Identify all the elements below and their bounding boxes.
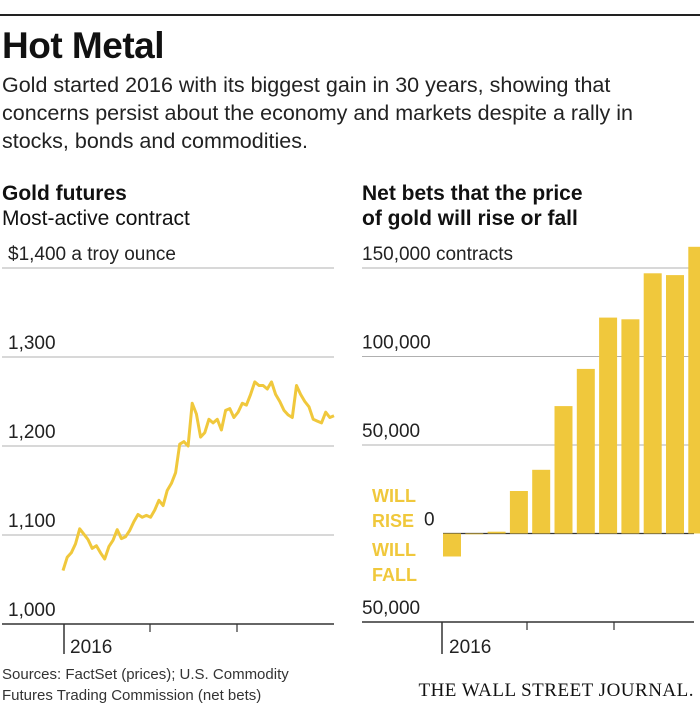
gold-ytick-1400: $1,400 a troy ounce bbox=[8, 244, 176, 265]
bets-x-axis bbox=[441, 622, 615, 654]
bets-bars bbox=[443, 246, 700, 557]
bets-bar bbox=[599, 317, 618, 534]
bets-ytick-0: 0 bbox=[424, 510, 435, 531]
bets-ytick-150000-value: 150,000 bbox=[362, 244, 431, 265]
bets-x-tick-2016: 2016 bbox=[449, 637, 491, 658]
bets-bar bbox=[465, 533, 484, 535]
bets-ytick-100000: 100,000 bbox=[362, 333, 431, 354]
will-rise-label-line1: WILL bbox=[372, 486, 416, 506]
bets-bar bbox=[666, 275, 684, 534]
bets-bar bbox=[643, 273, 662, 534]
bets-bar bbox=[509, 491, 528, 534]
page-subtitle: Gold started 2016 with its biggest gain … bbox=[2, 73, 633, 153]
gold-x-tick-2016: 2016 bbox=[70, 637, 112, 658]
bets-chart-title-line1: Net bets that the price bbox=[362, 182, 583, 205]
gold-ytick-1400-value: $1,400 bbox=[8, 244, 66, 265]
bets-bar bbox=[554, 406, 573, 534]
gold-ytick-1200: 1,200 bbox=[8, 422, 56, 443]
will-rise-label-line2: RISE bbox=[372, 511, 414, 531]
gold-x-axis bbox=[63, 624, 238, 654]
bets-bar bbox=[532, 469, 551, 534]
gold-chart-subtitle: Most-active contract bbox=[2, 207, 190, 230]
top-rule bbox=[0, 14, 700, 16]
bets-bar bbox=[487, 531, 506, 534]
bets-bar bbox=[443, 533, 461, 557]
gold-y-tick-labels: 1,000 1,100 1,200 1,300 $1,400 a troy ou… bbox=[8, 244, 176, 621]
gold-ytick-1300: 1,300 bbox=[8, 333, 56, 354]
gold-unit-label: a troy ounce bbox=[71, 244, 176, 265]
wsj-logo: THE WALL STREET JOURNAL. bbox=[418, 680, 694, 701]
gold-gridlines bbox=[2, 267, 334, 625]
gold-ytick-1100: 1,100 bbox=[8, 511, 56, 532]
page-title: Hot Metal bbox=[2, 25, 165, 66]
bets-chart-title-line2: of gold will rise or fall bbox=[362, 207, 578, 230]
bets-unit-label: contracts bbox=[436, 244, 513, 265]
bets-bar bbox=[576, 368, 595, 534]
rise-fall-annotations: WILL RISE WILL FALL bbox=[372, 486, 417, 585]
gold-futures-chart: 1,000 1,100 1,200 1,300 $1,400 a troy ou… bbox=[2, 244, 335, 658]
will-fall-label-line2: FALL bbox=[372, 565, 417, 585]
bets-bar bbox=[688, 246, 700, 534]
gold-ytick-1000: 1,000 bbox=[8, 600, 56, 621]
bets-chart-header: Net bets that the price of gold will ris… bbox=[362, 181, 583, 231]
net-bets-chart: 50,000 0 50,000 100,000 150,000 contract… bbox=[362, 244, 700, 658]
source-note: Sources: FactSet (prices); U.S. Commodit… bbox=[2, 666, 289, 704]
bets-ytick-150000: 150,000 contracts bbox=[362, 244, 513, 265]
bets-ytick-50000: 50,000 bbox=[362, 421, 420, 442]
gold-price-line bbox=[61, 380, 335, 572]
will-fall-label-line1: WILL bbox=[372, 540, 416, 560]
gold-chart-title: Gold futures bbox=[2, 182, 127, 205]
bets-bar bbox=[621, 319, 640, 534]
gold-chart-header: Gold futures Most-active contract bbox=[2, 181, 190, 231]
bets-ytick-neg50000: 50,000 bbox=[362, 598, 420, 619]
bets-y-tick-labels: 50,000 0 50,000 100,000 150,000 contract… bbox=[362, 244, 513, 619]
